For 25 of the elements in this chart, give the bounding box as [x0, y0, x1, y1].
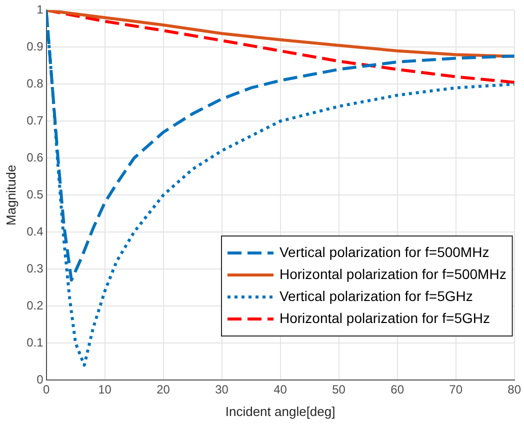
y-tick-label: 0.6: [26, 150, 44, 164]
legend-label: Horizontal polarization for f=500MHz: [279, 266, 506, 282]
y-tick-label: 0.1: [26, 335, 44, 350]
y-tick-label: 0.4: [26, 224, 44, 238]
x-tick-label: 20: [156, 382, 170, 397]
legend-label: Vertical polarization for f=5GHz: [279, 288, 473, 304]
y-tick-label: 0: [36, 372, 44, 386]
x-tick-label: 60: [390, 382, 404, 397]
x-tick-label: 40: [274, 382, 288, 397]
x-tick-label: 80: [508, 382, 522, 397]
x-tick-label: 50: [332, 382, 346, 397]
x-tick-label: 10: [98, 382, 112, 397]
x-tick-label: 70: [449, 382, 463, 397]
y-axis-title: Magnitude: [3, 164, 18, 226]
legend-label: Vertical polarization for f=500MHz: [279, 244, 490, 260]
y-tick-label: 0.8: [26, 76, 44, 90]
y-tick-label: 0.2: [26, 298, 44, 312]
legend-label: Horizontal polarization for f=5GHz: [279, 310, 490, 326]
y-tick-label: 0.5: [26, 187, 44, 202]
x-axis-title: Incident angle[deg]: [225, 404, 336, 419]
y-tick-label: 1: [36, 2, 44, 17]
y-tick-label: 0.9: [26, 39, 44, 54]
x-tick-label: 30: [215, 382, 229, 397]
y-tick-label: 0.7: [26, 113, 44, 128]
y-tick-label: 0.3: [26, 261, 44, 276]
